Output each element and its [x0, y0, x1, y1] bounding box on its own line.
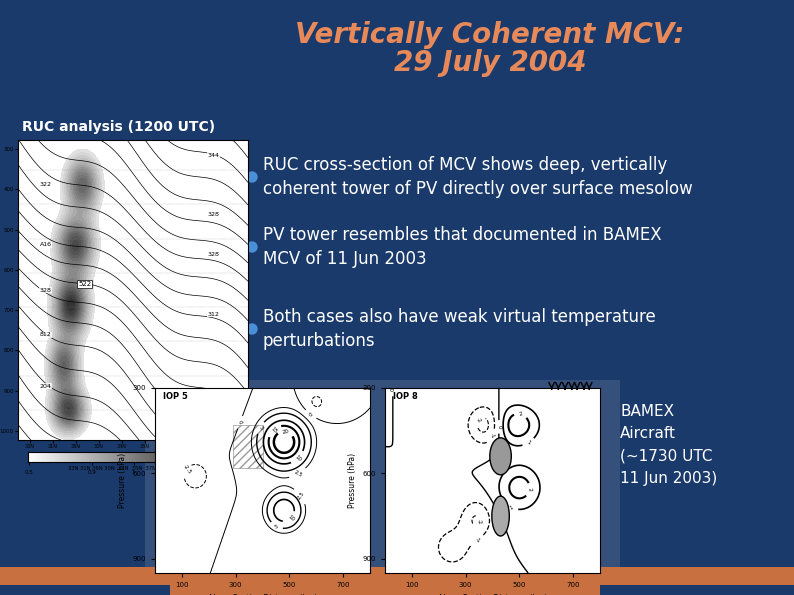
Point	[379, 298, 391, 308]
Text: PV tower resembles that documented in BAMEX
MCV of 11 Jun 2003: PV tower resembles that documented in BA…	[263, 226, 661, 268]
Point	[148, 298, 161, 308]
Text: 20: 20	[282, 428, 290, 435]
Text: 5: 5	[257, 425, 264, 430]
X-axis label: Along-Section Distance (km): Along-Section Distance (km)	[208, 594, 317, 595]
Text: 1: 1	[509, 505, 515, 511]
Point	[148, 298, 161, 308]
Point	[379, 298, 391, 308]
Text: 296: 296	[207, 393, 219, 397]
Point	[148, 298, 161, 308]
Point	[379, 298, 391, 308]
Text: 0: 0	[391, 388, 395, 392]
Text: 2: 2	[518, 412, 523, 417]
Text: -2: -2	[476, 518, 482, 525]
Text: 322: 322	[40, 183, 52, 187]
Circle shape	[247, 324, 257, 334]
Point	[379, 298, 391, 308]
Text: 2.5: 2.5	[296, 491, 306, 501]
Bar	[145, 380, 620, 580]
Circle shape	[247, 242, 257, 252]
Text: BAMEX
Aircraft
(~1730 UTC
11 Jun 2003): BAMEX Aircraft (~1730 UTC 11 Jun 2003)	[620, 404, 717, 486]
Text: 312: 312	[207, 312, 219, 317]
Text: Both cases also have weak virtual temperature
perturbations: Both cases also have weak virtual temper…	[263, 308, 656, 350]
Text: IOP 5: IOP 5	[163, 392, 188, 401]
Text: 1: 1	[526, 439, 531, 446]
Text: 2: 2	[526, 487, 532, 492]
Y-axis label: Pressure (hPa): Pressure (hPa)	[348, 453, 357, 508]
Text: 812: 812	[40, 333, 52, 337]
Text: 522: 522	[78, 281, 91, 287]
Point	[148, 298, 161, 308]
Point	[379, 298, 391, 308]
Text: IOP 8: IOP 8	[393, 392, 418, 401]
Text: -1: -1	[489, 433, 496, 440]
Bar	[170, 585, 600, 595]
Text: -2.5: -2.5	[182, 463, 192, 475]
Ellipse shape	[491, 496, 509, 536]
Text: 328: 328	[207, 252, 219, 256]
Text: RUC analysis (1200 UTC): RUC analysis (1200 UTC)	[22, 120, 215, 134]
Text: Vertically Coherent MCV:: Vertically Coherent MCV:	[295, 21, 684, 49]
Point	[148, 298, 161, 308]
Text: 10: 10	[294, 454, 303, 462]
Text: 344: 344	[207, 152, 219, 158]
Text: 15: 15	[269, 426, 278, 434]
Text: 0: 0	[496, 425, 501, 428]
Text: RUC cross-section of MCV shows deep, vertically
coherent tower of PV directly ov: RUC cross-section of MCV shows deep, ver…	[263, 155, 692, 199]
Ellipse shape	[490, 438, 511, 475]
Text: 0: 0	[237, 420, 243, 425]
Point	[148, 298, 161, 308]
Text: 0: 0	[308, 411, 314, 418]
Text: -2: -2	[475, 417, 483, 424]
Point	[148, 298, 161, 308]
Point	[379, 298, 391, 308]
Bar	[0, 567, 794, 585]
Text: 328: 328	[207, 212, 219, 218]
Point	[148, 298, 161, 308]
Text: 2.5: 2.5	[293, 469, 303, 478]
Text: 204: 204	[40, 384, 52, 389]
Text: 5: 5	[274, 524, 279, 530]
Y-axis label: Pressure (hPa): Pressure (hPa)	[118, 453, 127, 508]
Text: -1: -1	[474, 536, 481, 544]
Point	[379, 298, 391, 308]
Circle shape	[247, 172, 257, 182]
Text: A16: A16	[40, 243, 52, 248]
Point	[148, 298, 161, 308]
Text: 328: 328	[40, 287, 52, 293]
X-axis label: Along-Section Distance (km): Along-Section Distance (km)	[437, 594, 547, 595]
Text: 33N 31N 36N 30N  34N  35N  37N  38N  39N  43N: 33N 31N 36N 30N 34N 35N 37N 38N 39N 43N	[68, 465, 198, 471]
Bar	[18, 140, 248, 440]
Text: 29 July 2004: 29 July 2004	[394, 49, 586, 77]
Text: 10: 10	[287, 515, 295, 523]
